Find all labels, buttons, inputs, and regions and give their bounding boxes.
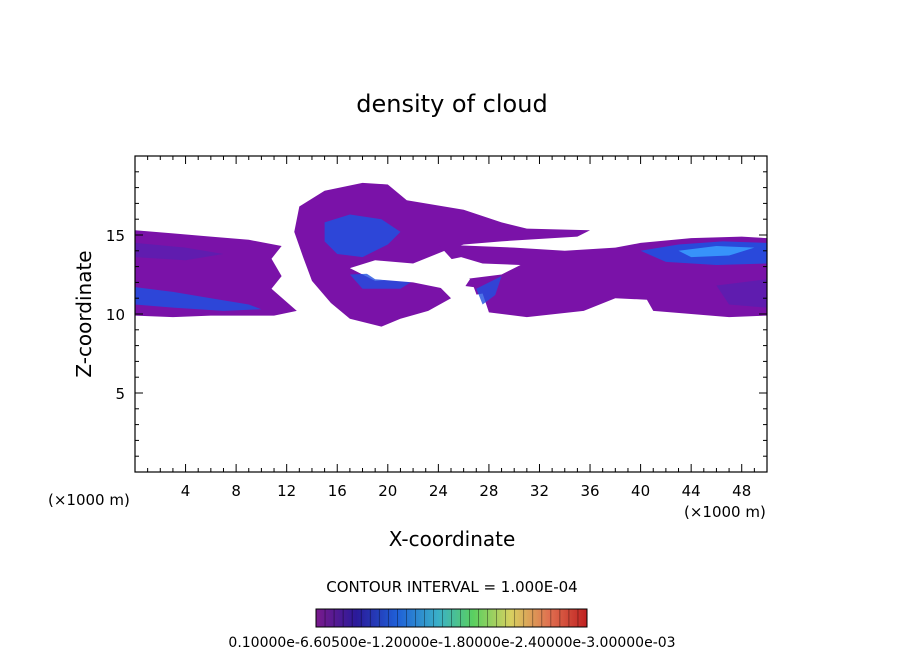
cloud-left-upper — [135, 242, 224, 261]
x-axis-label: X-coordinate — [389, 527, 516, 551]
cloud-left-core — [135, 287, 262, 311]
plot-area — [135, 182, 767, 327]
cloud-right-lower — [716, 279, 767, 308]
x-tick-label: 36 — [580, 482, 599, 500]
x-tick-label: 8 — [231, 482, 241, 500]
colorbar-dividers — [324, 609, 579, 627]
x-tick-label: 16 — [328, 482, 347, 500]
x-tick-label: 40 — [631, 482, 650, 500]
chart-title: density of cloud — [356, 90, 547, 118]
x-tick-label: 44 — [682, 482, 701, 500]
colorbar-labels: 0.10000e-6.60500e-1.20000e-1.80000e-2.40… — [228, 635, 675, 651]
x-tick-label: 28 — [479, 482, 498, 500]
cloud-gap-2 — [453, 285, 482, 308]
x-tick-label: 48 — [732, 482, 751, 500]
x-tick-label: 4 — [181, 482, 191, 500]
cloud-gap-3 — [280, 266, 299, 305]
cloud-right-spot — [476, 276, 502, 305]
y-tick-label: 5 — [115, 385, 125, 403]
cloud-central-core — [324, 214, 401, 258]
x-tick-label: 20 — [378, 482, 397, 500]
cloud-right-peak — [678, 246, 755, 258]
y-tick-label: 10 — [106, 306, 125, 324]
x-tick-label: 32 — [530, 482, 549, 500]
cloud-gap-1 — [356, 257, 521, 289]
y-tick-label: 15 — [106, 227, 125, 245]
x-tick-label: 24 — [429, 482, 448, 500]
x-unit-left: (×1000 m) — [48, 491, 130, 509]
x-tick-label: 12 — [277, 482, 296, 500]
y-axis-label: Z-coordinate — [72, 250, 96, 377]
contour-interval-label: CONTOUR INTERVAL = 1.000E-04 — [326, 578, 577, 596]
x-unit-right: (×1000 m) — [684, 503, 766, 521]
